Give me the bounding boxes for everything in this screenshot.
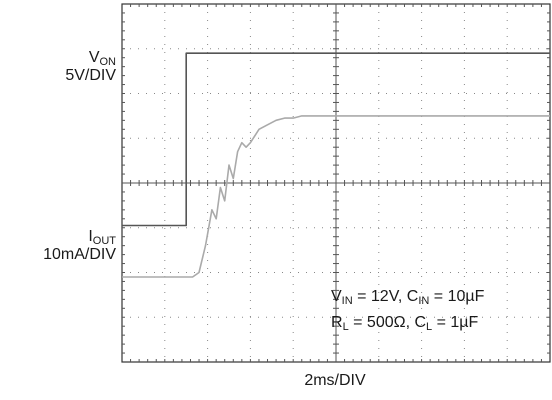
cin-value: = 10µF <box>429 288 485 305</box>
von-symbol: V <box>88 49 100 66</box>
cl-subscript: L <box>426 321 433 333</box>
iout-trace <box>122 115 550 278</box>
conditions-line-2: RL = 500Ω, CL = 1µF <box>331 310 484 336</box>
iout-subscript: OUT <box>92 235 116 247</box>
x-scale-label: 2ms/DIV <box>304 372 366 389</box>
vin-subscript: IN <box>341 295 353 307</box>
von-label: VON 5V/DIV <box>65 49 116 85</box>
rl-subscript: L <box>342 321 349 333</box>
rl-symbol: R <box>331 314 343 331</box>
von-subscript: ON <box>99 56 117 68</box>
von-scale: 5V/DIV <box>65 67 116 84</box>
cin-subscript: IN <box>418 295 430 307</box>
rl-value: = 500Ω, C <box>348 314 427 331</box>
conditions-line-1: VIN = 12V, CIN = 10µF <box>331 284 484 310</box>
test-conditions: VIN = 12V, CIN = 10µF RL = 500Ω, CL = 1µ… <box>331 284 484 336</box>
iout-scale: 10mA/DIV <box>43 246 116 263</box>
vin-symbol: V <box>331 288 342 305</box>
cl-value: = 1µF <box>432 314 479 331</box>
vin-value: = 12V, C <box>352 288 419 305</box>
iout-label: IOUT 10mA/DIV <box>43 228 116 264</box>
traces <box>122 52 550 278</box>
grid <box>122 4 550 362</box>
von-trace <box>122 52 550 227</box>
iout-symbol: I <box>88 228 93 245</box>
